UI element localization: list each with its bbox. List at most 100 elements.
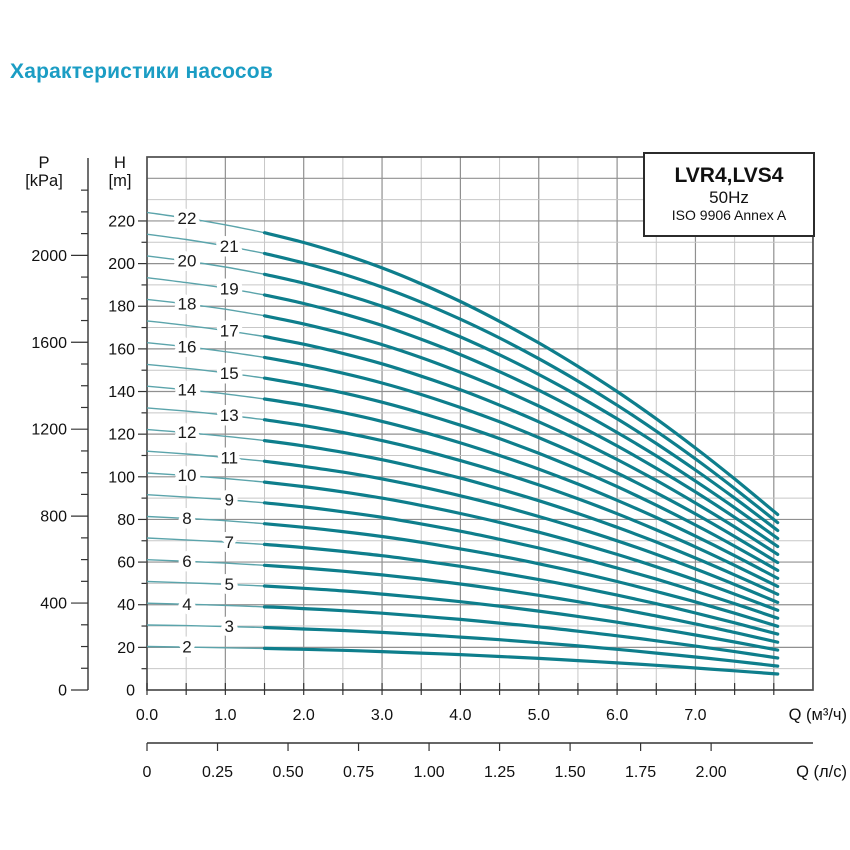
curve-label-21: 21 [220, 237, 239, 256]
pump-curve-17 [262, 334, 780, 556]
pump-curve-7 [262, 542, 780, 636]
curve-label-4: 4 [182, 595, 191, 614]
pump-curve-2 [262, 646, 780, 676]
h-tick-label: 80 [117, 512, 135, 529]
pump-curve-13-low-flow [146, 407, 265, 421]
pump-curve-12 [262, 439, 780, 596]
pump-curve-14 [262, 397, 780, 580]
p-tick-label: 2000 [31, 248, 67, 265]
x-tick-label-ls: 0 [143, 764, 152, 781]
pump-curve-3-low-flow [146, 624, 265, 629]
x-tick-label-m3h: 3.0 [371, 707, 393, 724]
x-axis-label-m3h: Q (м³/ч) [789, 706, 847, 724]
curve-label-16: 16 [177, 337, 196, 356]
p-tick-label: 400 [40, 596, 67, 613]
p-tick-label: 0 [58, 683, 67, 700]
x-axis-m3h: 0.0 1.0 2.0 3.0 4.0 5.0 6.0 7.0 Q (м³/ч) [136, 683, 847, 724]
x-tick-label-m3h: 1.0 [214, 707, 236, 724]
h-tick-label: 0 [126, 683, 135, 700]
h-tick-label: 20 [117, 640, 135, 657]
h-axis-unit: [m] [109, 172, 132, 190]
p-tick-label: 1600 [31, 335, 67, 352]
curve-label-17: 17 [220, 322, 239, 341]
pump-curve-11-low-flow [146, 450, 265, 462]
x-tick-label-m3h: 0.0 [136, 707, 158, 724]
h-tick-label: 160 [108, 341, 135, 358]
page-title: Характеристики насосов [10, 60, 273, 83]
pump-curve-9-low-flow [146, 494, 265, 504]
h-tick-label: 100 [108, 469, 135, 486]
curve-label-7: 7 [225, 533, 234, 552]
pump-curve-21 [262, 251, 780, 525]
x-tick-label-ls: 1.25 [484, 764, 515, 781]
p-axis-letter: P [38, 154, 49, 172]
pump-curve-18 [262, 314, 780, 549]
curve-label-22: 22 [177, 209, 196, 228]
curve-labels: 2 3 4 5 6 7 8 9 10 11 12 13 14 15 16 17 18 19 20 21 22 [173, 204, 243, 661]
curve-label-19: 19 [220, 279, 239, 298]
x-tick-label-m3h: 2.0 [293, 707, 315, 724]
pump-curve-10 [262, 480, 780, 612]
pump-curve-5-low-flow [146, 580, 265, 587]
pump-curve-9 [262, 501, 780, 620]
model-info-box: LVR4,LVS4 50Hz ISO 9906 Annex A [643, 152, 815, 237]
model-standard: ISO 9906 Annex A [671, 207, 787, 224]
curve-label-2: 2 [182, 638, 191, 657]
pump-curve-21-low-flow [146, 233, 265, 255]
x-tick-label-m3h: 4.0 [449, 707, 471, 724]
pump-curve-20-low-flow [146, 255, 265, 275]
pump-curve-14-low-flow [146, 385, 265, 400]
h-tick-label: 220 [108, 213, 135, 230]
x-tick-label-ls: 1.00 [413, 764, 444, 781]
h-tick-label: 180 [108, 299, 135, 316]
curve-label-9: 9 [225, 490, 234, 509]
curve-label-10: 10 [177, 466, 196, 485]
plot-frame [146, 156, 814, 691]
pump-curve-3 [262, 625, 780, 668]
pump-curve-15-low-flow [146, 363, 265, 379]
curve-label-6: 6 [182, 552, 191, 571]
curve-label-13: 13 [220, 406, 239, 425]
curve-label-5: 5 [225, 575, 234, 594]
y-axis-head: 0 20 40 60 80 100 120 140 160 180 200 220 H[m] [108, 154, 147, 700]
p-tick-label: 800 [40, 509, 67, 526]
pump-curve-16-low-flow [146, 342, 265, 359]
x-tick-label-m3h: 6.0 [606, 707, 628, 724]
h-axis-letter: H [114, 154, 126, 172]
p-tick-label: 1200 [31, 422, 67, 439]
curve-label-11: 11 [220, 448, 238, 467]
x-tick-label-ls: 0.75 [343, 764, 374, 781]
x-tick-label-ls: 0.50 [272, 764, 303, 781]
pump-curve-10-low-flow [146, 472, 265, 483]
pump-curve-11 [262, 459, 780, 604]
pump-curve-22-low-flow [146, 211, 265, 234]
x-axis-ls: 0 0.25 0.50 0.75 1.00 1.25 1.50 1.75 2.00 Q (л/с) [143, 742, 847, 781]
curve-label-18: 18 [177, 295, 196, 314]
x-tick-label-ls: 0.25 [202, 764, 233, 781]
pump-curve-15 [262, 376, 780, 572]
pump-curve-17-low-flow [146, 320, 265, 338]
pump-curve-8 [262, 522, 780, 628]
pump-curve-4 [262, 605, 780, 660]
pump-curve-4-low-flow [146, 602, 265, 608]
h-tick-label: 200 [108, 256, 135, 273]
curve-label-12: 12 [177, 423, 196, 442]
pump-curve-5 [262, 584, 780, 652]
pump-curve-6-low-flow [146, 559, 265, 566]
curve-label-15: 15 [220, 364, 239, 383]
pump-curve-19-low-flow [146, 277, 265, 296]
x-tick-label-m3h: 5.0 [528, 707, 550, 724]
pump-curve-19 [262, 293, 780, 540]
model-name: LVR4,LVS4 [674, 164, 784, 188]
h-tick-label: 120 [108, 427, 135, 444]
p-axis-unit: [kPa] [25, 172, 63, 190]
pump-curve-20 [262, 272, 780, 533]
curve-label-20: 20 [177, 252, 196, 271]
pump-curve-16 [262, 355, 780, 565]
pump-curve-22 [262, 231, 780, 517]
pump-curve-8-low-flow [146, 515, 265, 525]
pump-curve-7-low-flow [146, 537, 265, 546]
curve-label-3: 3 [225, 617, 234, 636]
